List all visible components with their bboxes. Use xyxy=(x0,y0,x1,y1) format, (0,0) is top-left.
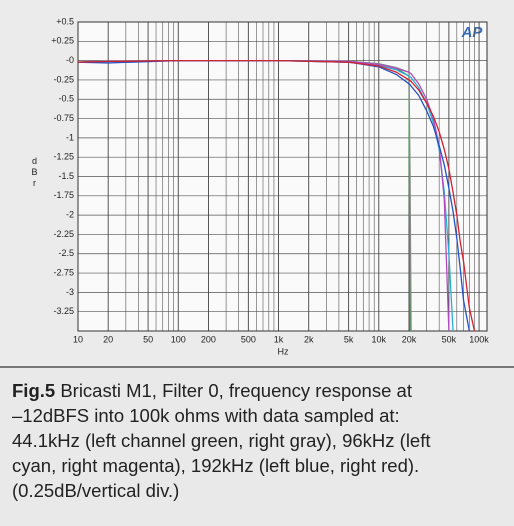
chart: Hz AP +0.5 +0.25 -0 -0.25 -0.5 -0.75 -1 -1.25 -1… xyxy=(51,16,490,357)
caption: Fig.5 Bricasti M1, Filter 0, frequency r… xyxy=(12,378,508,503)
y-tick-label: -1.25 xyxy=(53,152,74,162)
y-tick-label: -1.5 xyxy=(58,171,74,181)
caption-line: cyan, right magenta), 192kHz (left blue,… xyxy=(12,455,420,476)
x-tick-label: 10k xyxy=(372,334,387,344)
x-tick-label: 20k xyxy=(402,334,417,344)
y-tick-label: +0.5 xyxy=(56,16,74,26)
separator xyxy=(0,366,514,368)
y-tick-label: -2 xyxy=(66,210,74,220)
caption-label: Fig.5 xyxy=(12,380,56,401)
plot-border xyxy=(77,21,488,332)
y-tick-label: -1.75 xyxy=(53,190,74,200)
y-axis-label: dBr xyxy=(31,156,38,188)
caption-line: (0.25dB/vertical div.) xyxy=(12,480,180,501)
x-axis-label: Hz xyxy=(278,346,289,356)
y-tick-label: -0.5 xyxy=(58,94,74,104)
x-tick-label: 500 xyxy=(241,334,256,344)
y-tick-label: -3 xyxy=(66,287,74,297)
caption-line: –12dBFS into 100k ohms with data sampled… xyxy=(12,405,400,426)
y-tick-label: -2.5 xyxy=(58,248,74,258)
y-tick-label: -1 xyxy=(66,132,74,142)
y-tick-label: -3.25 xyxy=(53,306,74,316)
x-tick-label: 2k xyxy=(304,334,314,344)
x-tick-label: 50k xyxy=(442,334,457,344)
y-tick-label: -0 xyxy=(66,55,74,65)
series-line xyxy=(77,59,476,332)
x-tick-label: 1k xyxy=(274,334,284,344)
x-tick-label: 5k xyxy=(344,334,354,344)
y-tick-label: -2.25 xyxy=(53,229,74,239)
caption-text: Bricasti M1, Filter 0, frequency respons… xyxy=(60,380,412,401)
x-tick-label: 50 xyxy=(143,334,153,344)
x-tick-label: 10 xyxy=(73,334,83,344)
y-tick-label: -0.25 xyxy=(53,74,74,84)
y-tick-label: +0.25 xyxy=(51,36,74,46)
caption-line: Fig.5 Bricasti M1, Filter 0, frequency r… xyxy=(12,378,508,403)
logo: AP xyxy=(461,24,484,41)
x-tick-label: 200 xyxy=(201,334,216,344)
caption-line: 44.1kHz (left channel green, right gray)… xyxy=(12,430,431,451)
y-tick-label: -0.75 xyxy=(53,113,74,123)
x-tick-label: 100k xyxy=(469,334,489,344)
y-tick-label: -2.75 xyxy=(53,267,74,277)
x-tick-label: 100 xyxy=(171,334,186,344)
x-tick-label: 20 xyxy=(103,334,113,344)
